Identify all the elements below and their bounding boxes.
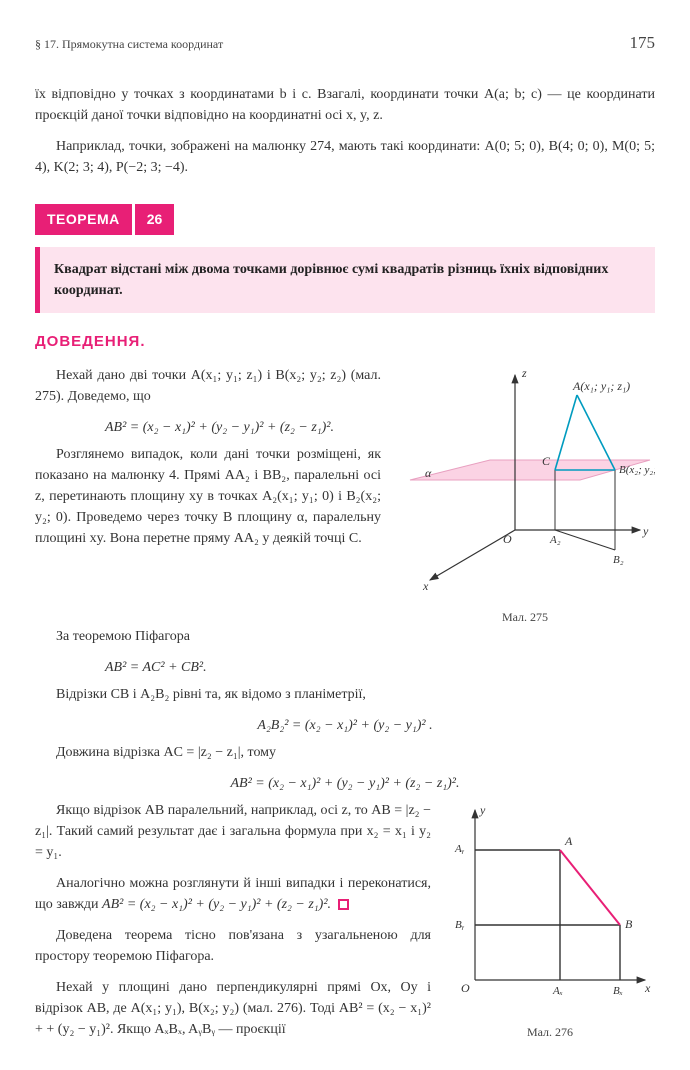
- fig276-By: Bᵧ: [455, 919, 465, 931]
- fig275-B: B(x₂; y₂; z₂): [619, 464, 655, 476]
- fig276-A: A: [564, 834, 573, 848]
- fig276-Ay: Aᵧ: [454, 843, 465, 855]
- theorem-header: ТЕОРЕМА 26: [35, 204, 174, 235]
- proof-f1: AB² = (x₂ − x₁)² + (y₂ − y₁)² + (z₂ − z₁…: [105, 417, 381, 438]
- fig276-x: x: [644, 981, 651, 995]
- proof-p1: Нехай дано дві точки A(x₁; y₁; z₁) і B(x…: [35, 365, 381, 407]
- proof-p6: Якщо відрізок AB паралельний, наприклад,…: [35, 800, 431, 863]
- proof-p7: Аналогічно можна розглянути й інші випад…: [35, 873, 431, 915]
- fig275-O: O: [503, 532, 512, 546]
- proof-p2: Розглянемо випадок, коли дані точки розм…: [35, 444, 381, 549]
- theorem-number: 26: [135, 204, 175, 235]
- figure-275: z y x O A(x₁; y₁; z₁) B(x₂; y₂; z₂) C A₂…: [395, 365, 655, 595]
- intro-p1: їх відповідно у точках з координатами b …: [35, 84, 655, 126]
- proof-p9: Нехай у площині дано перпендикулярні пря…: [35, 977, 431, 1040]
- proof-f4: AB² = (x₂ − x₁)² + (y₂ − y₁)² + (z₂ − z₁…: [35, 773, 655, 794]
- proof-p7b: AB² = (x₂ − x₁)² + (y₂ − y₁)² + (z₂ − z₁…: [102, 897, 335, 912]
- fig275-C: C: [542, 454, 551, 468]
- fig276-B: B: [625, 917, 633, 931]
- fig275-z: z: [521, 366, 527, 380]
- proof-f3: A₂B₂² = (x₂ − x₁)² + (y₂ − y₁)² .: [35, 715, 655, 736]
- proof-p3: За теоремою Піфагора: [35, 626, 655, 647]
- fig275-B2: B₂: [613, 554, 624, 566]
- intro-p2: Наприклад, точки, зображені на малюнку 2…: [35, 136, 655, 178]
- fig276-O: O: [461, 981, 470, 995]
- fig275-x: x: [422, 579, 429, 593]
- figure-276: y x O A B Aᵧ Bᵧ Aₓ Bₓ: [445, 800, 655, 1010]
- fig276-y: y: [479, 803, 486, 817]
- fig275-A: A(x₁; y₁; z₁): [572, 379, 630, 393]
- proof-p8: Доведена теорема тісно пов'язана з узага…: [35, 925, 431, 967]
- qed-icon: [338, 899, 349, 910]
- proof-p4: Відрізки CB і A₂B₂ рівні та, як відомо з…: [35, 684, 655, 705]
- proof-p5: Довжина відрізка AC = |z₂ − z₁|, тому: [35, 742, 655, 763]
- proof-title: ДОВЕДЕННЯ.: [35, 331, 655, 354]
- theorem-label: ТЕОРЕМА: [35, 204, 132, 235]
- fig276-Bx: Bₓ: [613, 985, 623, 997]
- fig276-caption: Мал. 276: [445, 1023, 655, 1041]
- section-title: § 17. Прямокутна система координат: [35, 35, 223, 53]
- proof-f2: AB² = AC² + CB².: [105, 657, 655, 678]
- fig276-Ax: Aₓ: [552, 985, 563, 997]
- theorem-statement: Квадрат відстані між двома точками дорів…: [35, 247, 655, 313]
- fig275-y: y: [642, 524, 649, 538]
- page-number: 175: [630, 30, 656, 56]
- fig275-caption: Мал. 275: [395, 608, 655, 626]
- fig275-alpha: α: [425, 466, 432, 480]
- fig275-A2: A₂: [549, 534, 561, 546]
